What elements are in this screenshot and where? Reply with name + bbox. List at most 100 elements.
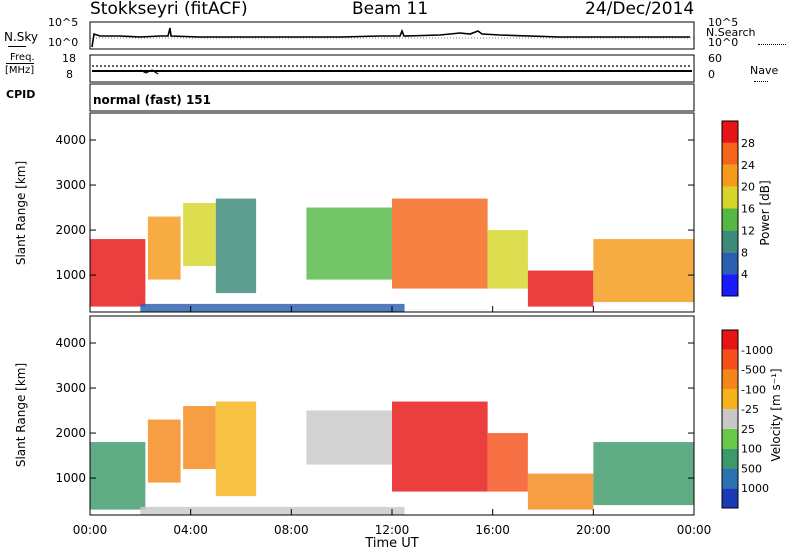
cpid-panel — [89, 83, 695, 112]
colorbar-swatch — [722, 389, 738, 410]
nsearch-legend-line — [758, 44, 786, 45]
nsky-series — [91, 27, 690, 48]
power-panel: 1000 2000 3000 4000 — [55, 112, 695, 313]
echo-region-7 — [527, 270, 594, 307]
colorbar-swatch — [722, 468, 738, 489]
echo-region-9 — [140, 506, 405, 515]
power-colorbar: 4 8 12 16 20 24 28 — [721, 120, 755, 297]
x-tick-label: 08:00 — [274, 523, 309, 537]
colorbar-swatch — [722, 142, 738, 165]
echo-region-8 — [593, 442, 694, 506]
colorbar-swatch — [722, 428, 738, 449]
echo-region-0 — [90, 442, 146, 510]
x-tick-label: 04:00 — [173, 523, 208, 537]
echo-region-4 — [306, 207, 392, 280]
nave-tick-high: 60 — [708, 52, 722, 65]
x-tick-label: 20:00 — [576, 523, 611, 537]
y-tick-label: 2000 — [55, 426, 86, 440]
echo-region-5 — [392, 198, 488, 289]
echo-region-2 — [183, 203, 216, 267]
cpid-value: normal (fast) 151 — [93, 93, 211, 107]
y-tick-label: 3000 — [55, 381, 86, 395]
power-colorbar-label: Power [dB] — [758, 180, 772, 246]
colorbar-tick-label: 4 — [741, 268, 748, 281]
echo-region-9 — [140, 303, 405, 312]
echo-region-1 — [147, 216, 181, 280]
colorbar-swatch — [722, 409, 738, 429]
colorbar-swatch — [722, 448, 738, 469]
y-tick-label: 1000 — [55, 268, 86, 282]
date-title: 24/Dec/2014 — [585, 0, 695, 19]
echo-region-7 — [527, 473, 594, 510]
cpid-label: CPID — [6, 88, 36, 101]
nsearch-tick-high: 10^5 — [708, 16, 739, 29]
nsearch-tick-low: 10^0 — [708, 36, 739, 49]
colorbar-swatch — [722, 164, 738, 187]
y-tick-label: 1000 — [55, 471, 86, 485]
colorbar-tick-label: 28 — [741, 137, 755, 150]
colorbar-swatch — [722, 488, 738, 508]
x-tick-label: 00:00 — [73, 523, 108, 537]
colorbar-swatch — [722, 330, 738, 350]
colorbar-tick-label: 25 — [741, 423, 755, 436]
echo-region-8 — [593, 239, 694, 303]
nave-label: Nave — [750, 64, 779, 77]
colorbar-tick-label: 500 — [741, 462, 762, 475]
velocity-panel: 1000 2000 3000 4000 00:00 04:00 08:00 12:00 16:… — [55, 306, 711, 537]
colorbar-swatch — [722, 274, 738, 296]
colorbar-swatch — [722, 121, 738, 143]
nave-legend-line — [754, 81, 768, 82]
colorbar-tick-label: 100 — [741, 443, 762, 456]
echo-region-1 — [147, 419, 181, 483]
freq-legend-line — [6, 63, 34, 64]
station-title: Stokkseyri (fitACF) — [90, 0, 248, 19]
x-tick-label: 00:00 — [677, 523, 712, 537]
colorbar-swatch — [722, 186, 738, 209]
power-ylabel: Slant Range [km] — [14, 160, 28, 266]
echo-region-6 — [487, 230, 528, 289]
x-tick-label: 16:00 — [475, 523, 510, 537]
velocity-colorbar-label: Velocity [m s⁻¹] — [769, 368, 783, 462]
nsky-legend-line — [8, 46, 26, 47]
colorbar-swatch — [722, 230, 738, 253]
colorbar-tick-label: -1000 — [741, 344, 773, 357]
x-axis-label: Time UT — [365, 536, 419, 551]
colorbar-tick-label: 16 — [741, 203, 755, 216]
beam-title: Beam 11 — [352, 0, 429, 19]
nsky-label: N.Sky — [4, 30, 39, 44]
colorbar-tick-label: 24 — [741, 159, 755, 172]
freq-label: Freq. — [10, 52, 35, 63]
y-tick-label: 2000 — [55, 223, 86, 237]
colorbar-swatch — [722, 349, 738, 370]
nsky-panel — [89, 21, 695, 50]
echo-region-4 — [306, 410, 392, 465]
echo-region-0 — [90, 239, 146, 307]
freq-tick-low: 8 — [66, 68, 73, 81]
colorbar-tick-label: -100 — [741, 383, 766, 396]
nsky-tick-low: 10^0 — [48, 36, 79, 49]
velocity-ylabel: Slant Range [km] — [14, 362, 28, 468]
colorbar-swatch — [722, 252, 738, 275]
colorbar-tick-label: -500 — [741, 364, 766, 377]
nsearch-label: N.Search — [706, 26, 756, 39]
colorbar-swatch — [722, 369, 738, 390]
echo-region-3 — [215, 401, 257, 497]
echo-region-6 — [487, 433, 528, 492]
y-tick-label: 3000 — [55, 178, 86, 192]
colorbar-tick-label: 12 — [741, 224, 755, 237]
y-tick-label: 4000 — [55, 133, 86, 147]
echo-region-2 — [183, 406, 216, 470]
colorbar-tick-label: 20 — [741, 181, 755, 194]
x-tick-label: 12:00 — [375, 523, 410, 537]
freq-panel — [89, 54, 695, 83]
echo-region-5 — [392, 401, 488, 492]
nsky-tick-high: 10^5 — [48, 16, 79, 29]
y-tick-label: 4000 — [55, 336, 86, 350]
freq-unit-label: [MHz] — [5, 65, 35, 76]
colorbar-tick-label: 1000 — [741, 482, 769, 495]
colorbar-tick-label: -25 — [741, 403, 759, 416]
echo-region-3 — [215, 198, 257, 294]
nave-tick-low: 0 — [708, 68, 715, 81]
freq-tick-high: 18 — [62, 52, 76, 65]
